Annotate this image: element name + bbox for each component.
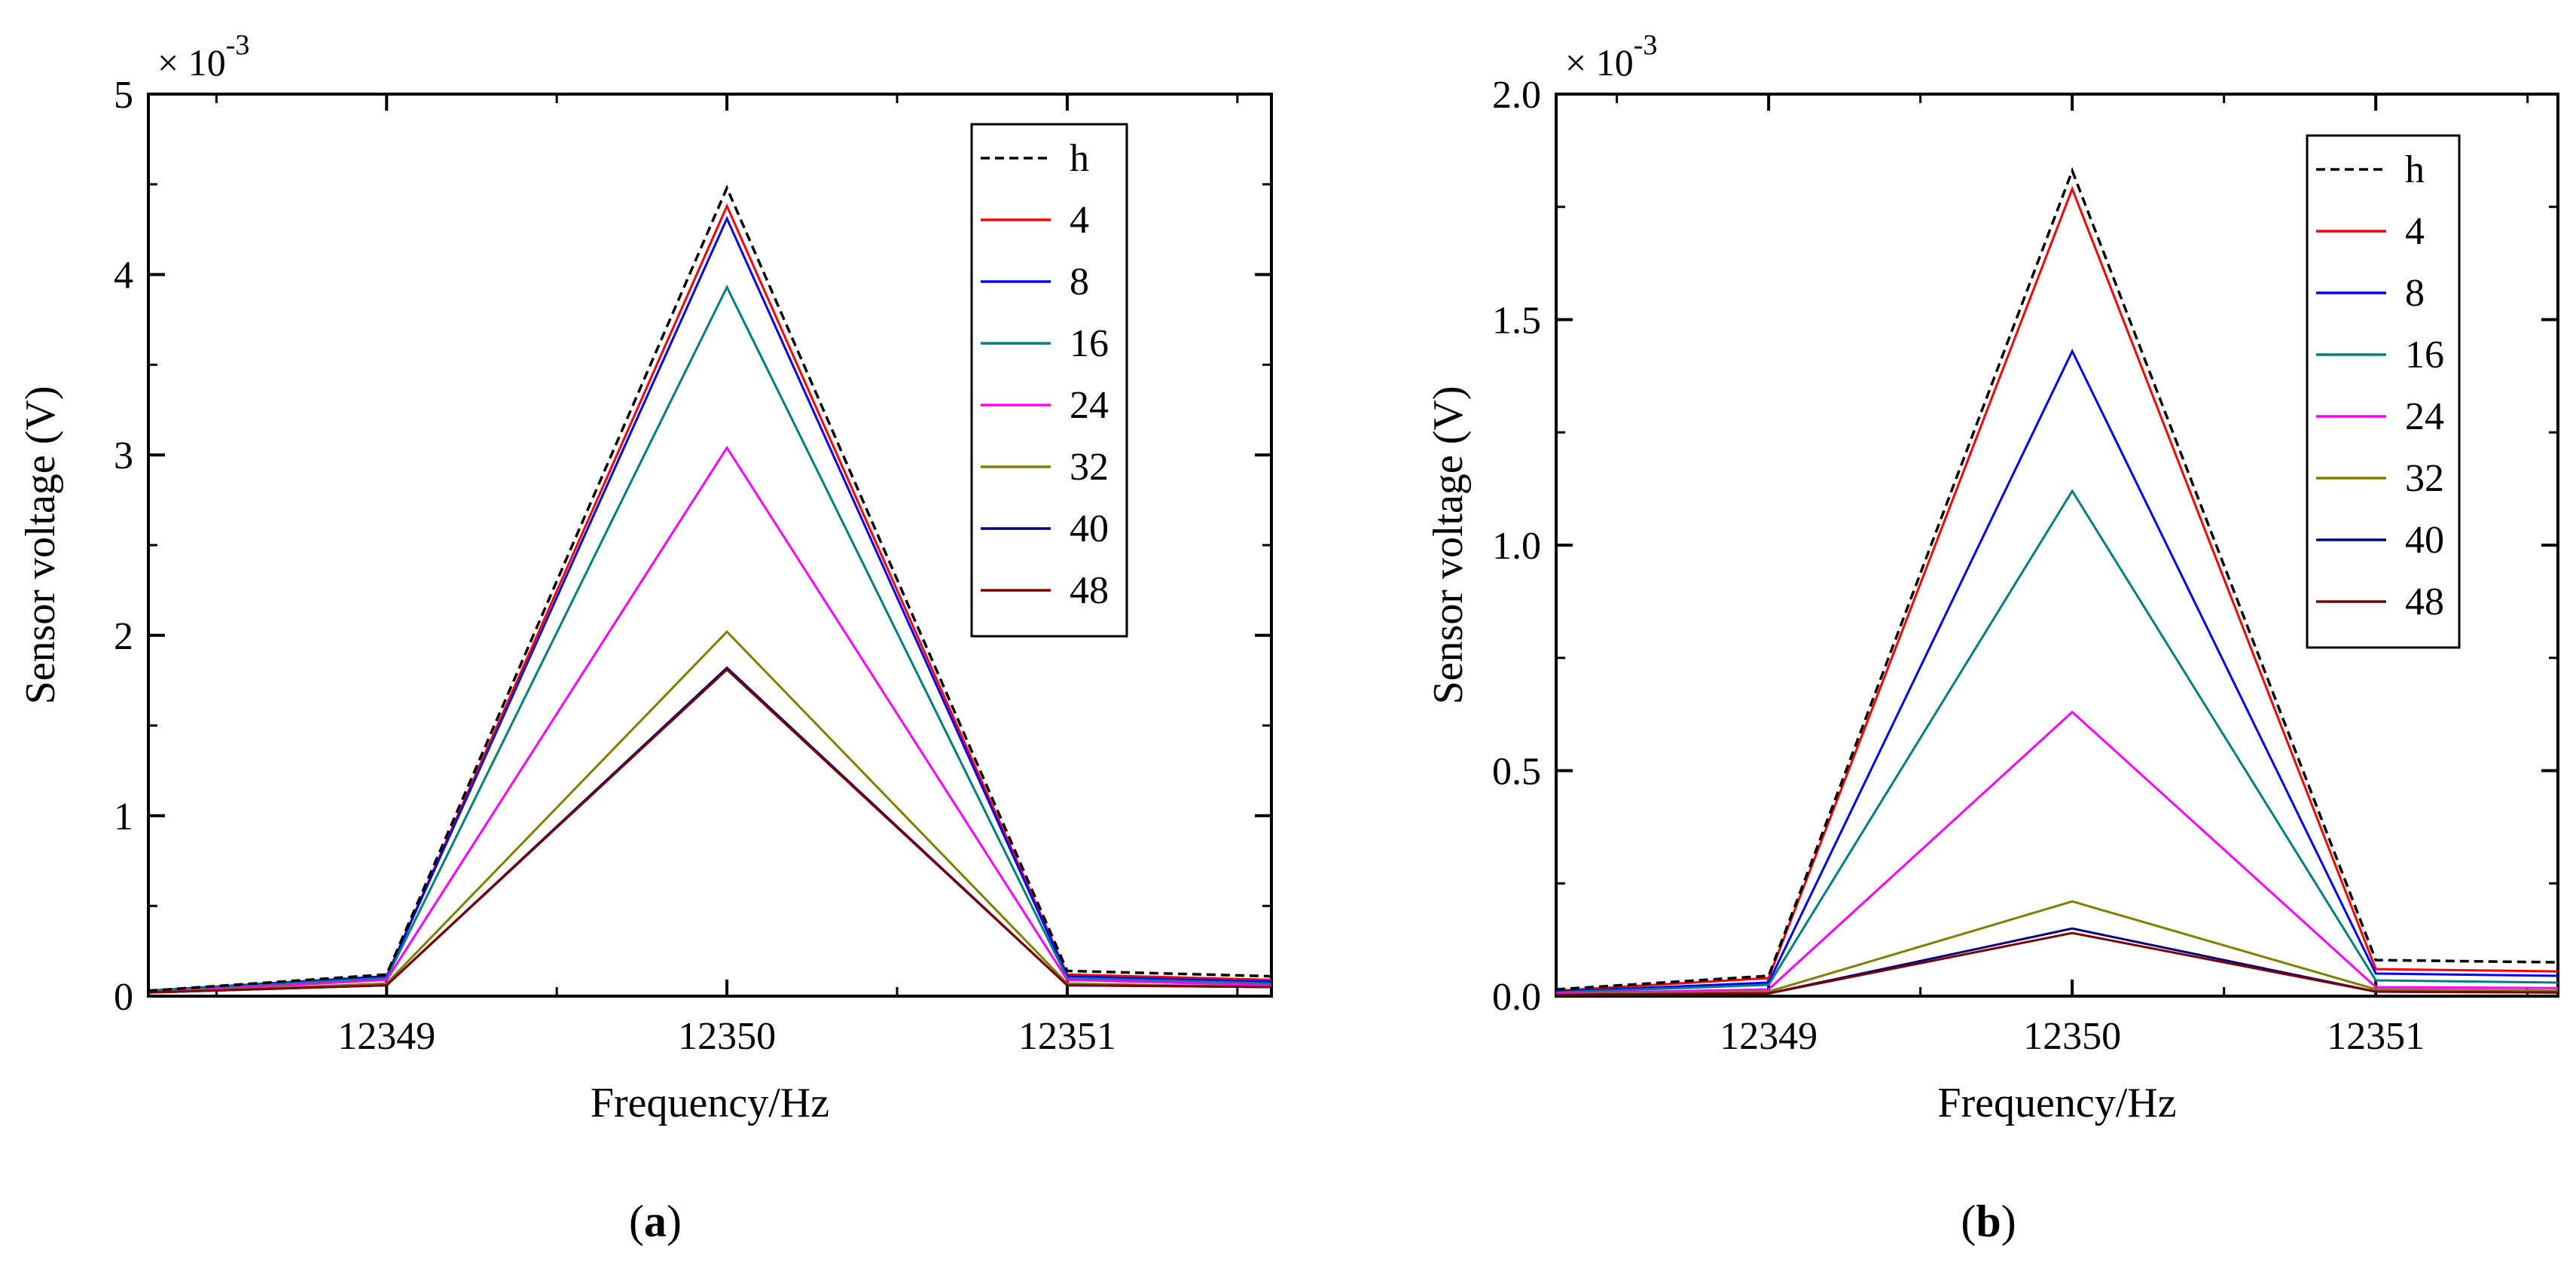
caption-letter: a [644,1196,667,1246]
multiplier-base: × 10 [1565,41,1634,84]
caption-open-paren: ( [629,1196,644,1246]
series-line-48 [148,668,1272,994]
caption-close-paren: ) [2001,1196,2016,1246]
legend-label-40: 40 [1070,507,1109,550]
series-group [148,184,1272,994]
series-line-32 [1555,900,2559,996]
caption-close-paren: ) [667,1196,682,1246]
legend-label-8: 8 [2405,272,2425,315]
legend-label-32: 32 [1070,446,1109,489]
series-line-h [1555,166,2559,991]
panel-caption: (b) [1961,1196,2016,1246]
legend-label-32: 32 [2405,457,2444,500]
legend-label-h: h [2405,148,2425,191]
axis-multiplier: × 10-3 [157,29,249,84]
legend-label-4: 4 [1070,199,1089,242]
y-tick-label: 2.0 [1492,74,1541,117]
series-line-24 [1555,710,2559,995]
x-axis-label: Frequency/Hz [1937,1080,2176,1126]
series-group [1555,166,2559,996]
legend-label-40: 40 [2405,519,2444,562]
series-line-24 [148,445,1272,994]
chart-panel-a: 0 1 2 3 4 5 12349 12350 12351 Frequency/Hz Sensor … [17,29,1273,1246]
y-tick-label: 1.0 [1492,525,1541,568]
axis-multiplier: × 10-3 [1565,29,1657,84]
caption-open-paren: ( [1961,1196,1976,1246]
series-line-4 [1555,185,2559,992]
series-line-h [148,184,1272,992]
y-tick-label: 0.0 [1492,976,1541,1019]
legend-label-h: h [1070,137,1089,180]
y-tick-label: 1.5 [1492,300,1541,343]
legend-box [2306,134,2461,649]
y-tick-label: 1 [114,795,133,838]
legend-label-48: 48 [1070,569,1109,612]
y-tick-label: 2 [114,615,133,658]
y-tick-label: 0.5 [1492,751,1541,794]
series-line-8 [1555,348,2559,993]
legend-label-8: 8 [1070,261,1089,303]
multiplier-base: × 10 [157,41,226,84]
x-axis-label: Frequency/Hz [591,1080,829,1126]
y-tick-label: 4 [114,254,133,297]
legend-label-24: 24 [2405,395,2444,438]
y-axis-label: Sensor voltage (V) [1425,386,1472,704]
y-tick-label: 5 [114,74,133,117]
legend-label-16: 16 [1070,322,1109,365]
series-line-32 [148,629,1272,994]
y-tick-label: 3 [114,434,133,477]
multiplier-exponent: -3 [1634,29,1658,61]
series-line-16 [1555,489,2559,994]
x-tick-label: 12350 [678,1015,776,1058]
legend-box [970,123,1128,638]
x-tick-label: 12350 [2023,1015,2121,1058]
legend-label-24: 24 [1070,384,1109,427]
series-line-48 [1555,931,2559,996]
y-tick-label: 0 [114,976,133,1019]
x-tick-label: 12349 [1720,1015,1818,1058]
caption-letter: b [1976,1196,2001,1246]
legend-label-16: 16 [2405,334,2444,376]
x-tick-label: 12351 [2327,1015,2425,1058]
x-tick-label: 12349 [337,1015,435,1058]
panel-caption: (a) [629,1196,682,1246]
chart-panel-b: 0.0 0.5 1.0 1.5 2.0 12349 12350 12351 Frequency/… [1425,29,2559,1246]
series-line-16 [148,285,1272,992]
multiplier-exponent: -3 [226,29,250,61]
legend-label-4: 4 [2405,210,2425,253]
legend-label-48: 48 [2405,581,2444,623]
x-tick-label: 12351 [1018,1015,1116,1058]
y-axis-label: Sensor voltage (V) [17,386,64,704]
